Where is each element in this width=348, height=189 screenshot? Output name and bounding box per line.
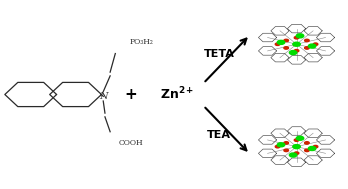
Circle shape [304,142,309,144]
Circle shape [296,136,304,140]
Circle shape [304,39,309,42]
Circle shape [304,47,309,49]
Circle shape [275,43,280,45]
Text: COOH: COOH [119,139,143,147]
Circle shape [294,50,299,52]
Circle shape [304,149,309,152]
Text: $\bf{Zn^{2+}}$: $\bf{Zn^{2+}}$ [160,86,195,103]
Circle shape [293,145,300,149]
Circle shape [293,42,300,46]
Circle shape [277,143,285,147]
Circle shape [284,39,288,42]
Circle shape [294,139,299,141]
Circle shape [313,145,318,148]
Circle shape [294,152,299,154]
Text: PO₃H₂: PO₃H₂ [129,38,153,46]
Circle shape [294,36,299,39]
Text: N: N [99,92,108,101]
Text: TEA: TEA [207,130,231,140]
Circle shape [308,146,316,150]
Circle shape [296,34,304,38]
Circle shape [313,43,318,45]
Circle shape [308,44,316,48]
Circle shape [275,145,280,148]
Circle shape [284,142,288,144]
Circle shape [290,153,297,157]
Circle shape [290,51,297,55]
Text: TETA: TETA [204,49,234,59]
Circle shape [277,40,285,44]
Circle shape [284,149,288,152]
Circle shape [284,47,288,49]
Text: +: + [125,87,137,102]
